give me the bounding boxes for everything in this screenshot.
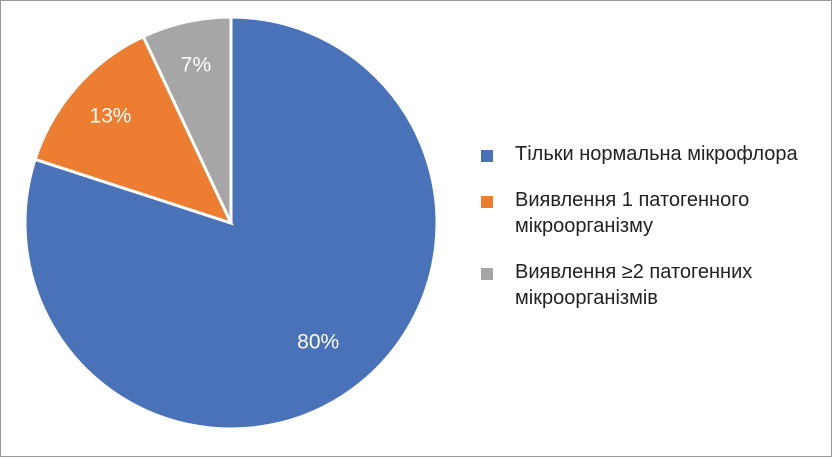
data-label-two-plus-pathogens: 7% <box>181 54 211 77</box>
pie-chart: 80% 13% 7% <box>23 15 439 431</box>
legend-label-two-plus-pathogens: Виявлення ≥2 патогенних мікроорганізмів <box>515 261 753 309</box>
legend-item-normal-flora: Тільки нормальна мікрофлора <box>481 141 821 167</box>
slice-two-plus-pathogens <box>141 15 233 224</box>
legend-item-one-pathogen: Виявлення 1 патогенного мікроорганізму <box>481 187 821 239</box>
legend-swatch-two-plus-pathogens <box>481 268 493 280</box>
legend-swatch-normal-flora <box>481 150 493 162</box>
legend-label-one-pathogen: Виявлення 1 патогенного мікроорганізму <box>515 189 750 237</box>
data-label-normal-flora: 80% <box>297 331 339 354</box>
legend-swatch-one-pathogen <box>481 196 493 208</box>
chart-legend: Тільки нормальна мікрофлора Виявлення 1 … <box>481 141 821 331</box>
slice-one-pathogen <box>33 34 234 226</box>
legend-item-two-plus-pathogens: Виявлення ≥2 патогенних мікроорганізмів <box>481 259 821 311</box>
data-label-one-pathogen: 13% <box>89 104 131 127</box>
legend-label-normal-flora: Тільки нормальна мікрофлора <box>515 143 798 165</box>
